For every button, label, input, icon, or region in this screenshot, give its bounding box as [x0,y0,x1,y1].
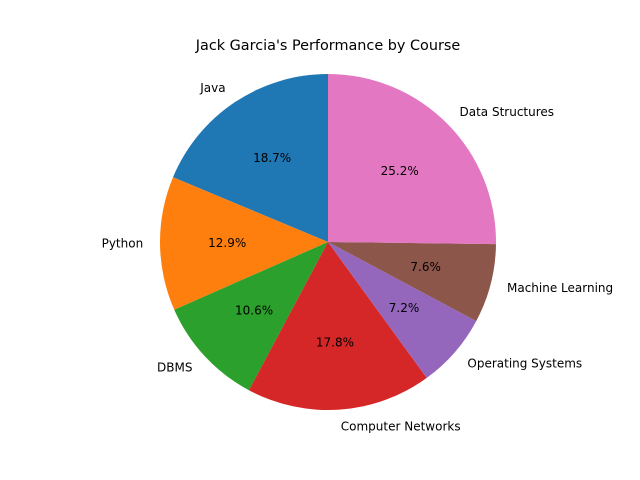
pie-slice-data-structures [328,74,496,245]
chart-title: Jack Garcia's Performance by Course [195,38,461,54]
pie-slice-dbms [174,242,328,391]
pie-pct-label-dbms: 10.6% [235,304,273,318]
pie-slice-machine-learning [328,242,496,322]
pie-pct-label-machine-learning: 7.6% [410,260,441,274]
pie-category-label-operating-systems: Operating Systems [467,356,582,370]
pie-pct-label-computer-networks: 17.8% [316,336,354,350]
pie-slice-computer-networks [248,242,427,411]
pie-pct-label-python: 12.9% [208,236,246,250]
pie-slice-java [172,74,328,242]
pie-category-label-java: Java [199,81,225,95]
pie-category-label-machine-learning: Machine Learning [507,281,613,295]
pie-slices [160,74,496,411]
pie-slice-operating-systems [328,242,477,378]
pie-pct-label-operating-systems: 7.2% [389,301,420,315]
pie-category-label-python: Python [102,237,144,251]
pie-pct-label-data-structures: 25.2% [381,164,419,178]
pie-category-label-data-structures: Data Structures [459,105,554,119]
pie-category-label-dbms: DBMS [157,361,192,375]
pie-pct-label-java: 18.7% [253,151,291,165]
pie-labels: 18.7% Java 12.9% Python 10.6% DBMS 17.8% Comput… [102,81,614,433]
pie-slice-python [160,177,328,310]
pie-category-label-computer-networks: Computer Networks [341,419,461,433]
